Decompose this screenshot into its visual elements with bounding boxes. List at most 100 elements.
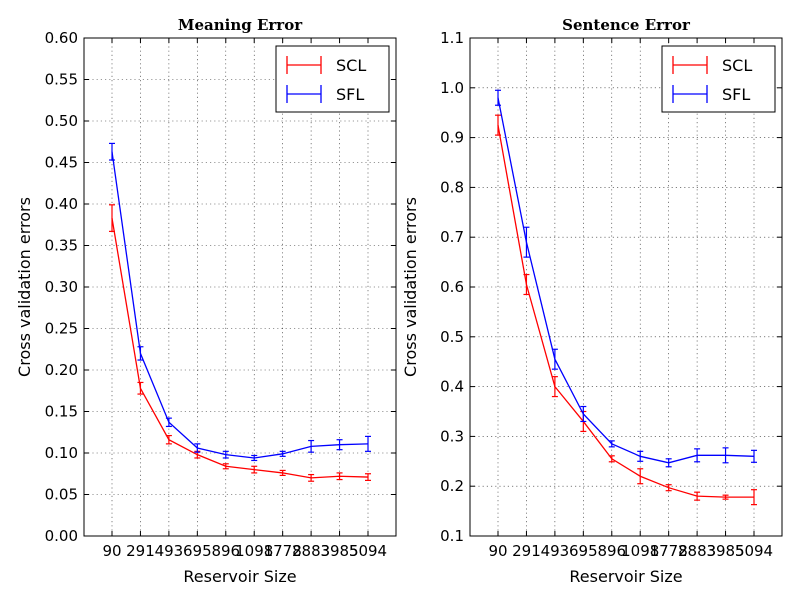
x-tick-label: 493: [155, 542, 184, 560]
y-tick-label: 0.55: [45, 71, 78, 89]
error-bar-sfl: [637, 450, 644, 462]
x-tick-label: 896: [597, 542, 626, 560]
error-bar-sfl: [580, 405, 587, 423]
error-bar-sfl: [551, 348, 558, 370]
error-bar-scl: [165, 434, 172, 445]
error-bar-scl: [694, 491, 701, 501]
meaning-error-panel: 0.00 0.05 0.10 0.15 0.20 0.25 0.30 0.35 0.40 0.45…: [15, 16, 397, 586]
error-bar-scl: [523, 273, 530, 296]
y-tick-label: 0.50: [45, 112, 78, 130]
error-bar-scl: [495, 114, 501, 136]
x-tick-label: 493: [541, 542, 570, 560]
legend-entry-scl: SCL: [672, 56, 752, 75]
y-tick-label: 0.30: [45, 278, 78, 296]
y-tick-label: 0.40: [45, 195, 78, 213]
x-tick-label: 3985: [706, 542, 744, 560]
error-bar-sfl: [194, 443, 201, 453]
series-line-sfl: [111, 151, 369, 459]
sentence-error-title: Sentence Error: [562, 16, 691, 34]
error-bar-sfl: [665, 458, 672, 468]
x-tick-label: 1778: [650, 542, 688, 560]
meaning-error-legend-box: [275, 45, 390, 113]
y-tick-label: 1.1: [440, 29, 464, 47]
error-bar-sfl: [165, 417, 172, 428]
sentence-error-legend-box: [661, 45, 776, 113]
meaning-error-x-axis-label: Reservoir Size: [183, 567, 296, 586]
legend-label-sfl: SFL: [336, 85, 364, 104]
error-bar-scl: [279, 469, 286, 477]
x-tick-label: 695: [569, 542, 598, 560]
x-tick-label: 1778: [264, 542, 302, 560]
x-tick-label: 5094: [349, 542, 387, 560]
error-bar-scl: [551, 376, 558, 398]
error-bar-scl: [109, 204, 115, 232]
error-bar-sfl: [336, 439, 343, 451]
legend-entry-scl: SCL: [286, 56, 366, 75]
error-bar-scl: [308, 473, 315, 482]
x-tick-label: 896: [211, 542, 240, 560]
error-bar-sfl: [722, 447, 729, 464]
x-tick-label: 2883: [292, 542, 330, 560]
y-tick-label: 0.9: [440, 129, 464, 147]
x-tick-label: 291: [512, 542, 541, 560]
y-tick-label: 0.15: [45, 403, 78, 421]
y-tick-label: 0.7: [440, 228, 464, 246]
meaning-error-y-axis-label: Cross validation errors: [15, 197, 34, 377]
error-bar-sfl: [365, 435, 371, 452]
sentence-error-x-axis-label: Reservoir Size: [569, 567, 682, 586]
y-tick-label: 0.20: [45, 361, 78, 379]
error-bar-sfl: [694, 448, 701, 463]
legend-swatch-sfl: [672, 85, 708, 103]
error-bar-sfl: [279, 450, 286, 457]
series-line-sfl: [497, 97, 755, 464]
error-bar-scl: [637, 468, 644, 485]
error-bar-scl: [251, 465, 258, 474]
y-tick-label: 0.2: [440, 477, 464, 495]
y-tick-label: 0.35: [45, 237, 78, 255]
y-tick-label: 0.10: [45, 444, 78, 462]
x-tick-label: 1098: [235, 542, 273, 560]
x-tick-label: 90: [102, 542, 121, 560]
sentence-error-legend: SCL SFL: [661, 45, 776, 113]
legend-swatch-scl: [286, 56, 322, 74]
error-bar-scl: [751, 489, 757, 506]
error-bar-scl: [222, 463, 229, 470]
sentence-error-y-axis-label: Cross validation errors: [401, 197, 420, 377]
error-bar-sfl: [608, 440, 615, 448]
y-tick-label: 0.05: [45, 486, 78, 504]
series-line-scl: [497, 125, 754, 498]
legend-label-scl: SCL: [336, 56, 366, 75]
error-bar-sfl: [495, 89, 501, 106]
y-tick-label: 0.3: [440, 427, 464, 445]
meaning-error-title: Meaning Error: [178, 16, 303, 34]
y-tick-label: 0.8: [440, 178, 464, 196]
sentence-error-panel: 0.1 0.2 0.3 0.4 0.5 0.6 0.7 0.8 0.9 1.0 1.1 90 291 49…: [401, 16, 783, 586]
y-tick-label: 1.0: [440, 79, 464, 97]
meaning-error-legend: SCL SFL: [275, 45, 390, 113]
x-tick-label: 2883: [678, 542, 716, 560]
x-tick-label: 1098: [621, 542, 659, 560]
y-tick-label: 0.5: [440, 328, 464, 346]
error-bar-scl: [365, 473, 371, 481]
y-tick-label: 0.6: [440, 278, 464, 296]
error-bar-sfl: [308, 439, 315, 453]
legend-label-sfl: SFL: [722, 85, 750, 104]
y-tick-label: 0.4: [440, 378, 464, 396]
y-tick-label: 0.60: [45, 29, 78, 47]
error-bar-sfl: [137, 346, 144, 361]
series-line-scl: [111, 218, 369, 479]
x-tick-label: 291: [126, 542, 155, 560]
error-bar-sfl: [109, 142, 115, 161]
error-bar-sfl: [751, 449, 757, 463]
error-bar-sfl: [523, 226, 530, 258]
legend-label-scl: SCL: [722, 56, 752, 75]
error-bar-scl: [665, 484, 672, 492]
legend-swatch-sfl: [286, 85, 322, 103]
y-tick-label: 0.00: [45, 527, 78, 545]
x-tick-label: 695: [183, 542, 212, 560]
x-tick-label: 90: [488, 542, 507, 560]
error-bar-scl: [722, 494, 729, 500]
legend-swatch-scl: [672, 56, 708, 74]
x-tick-label: 3985: [320, 542, 358, 560]
